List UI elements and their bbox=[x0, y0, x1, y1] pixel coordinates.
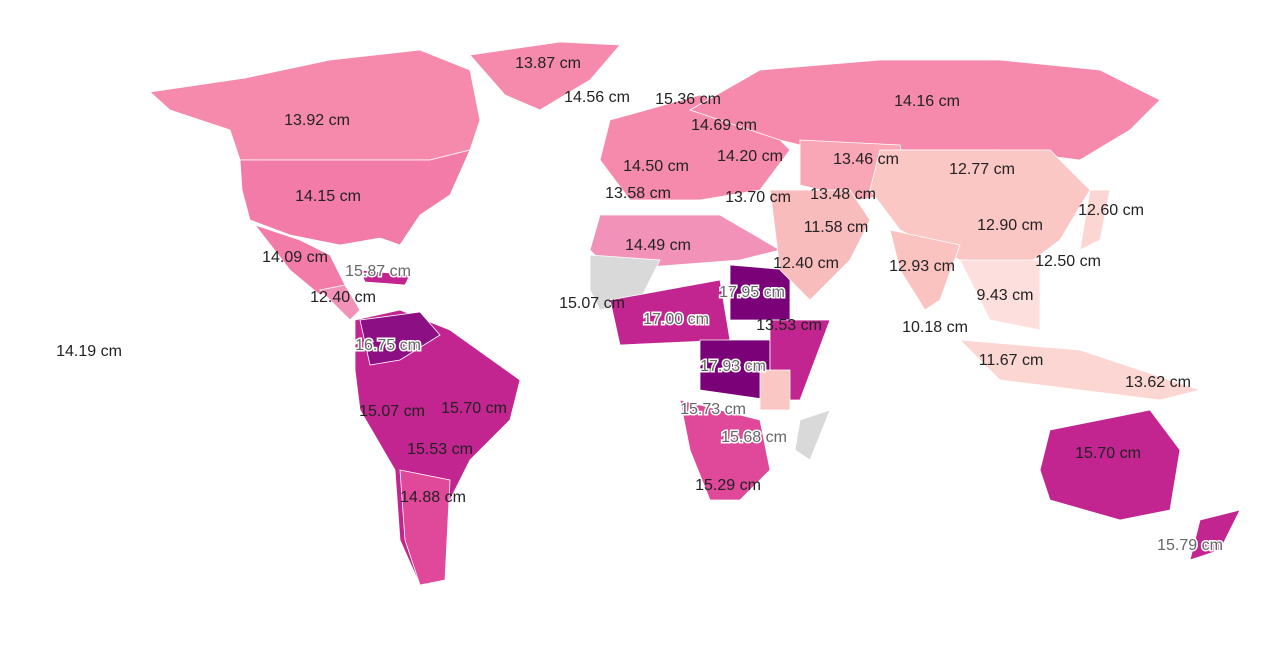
region-label: 12.60 cm bbox=[1078, 202, 1144, 219]
region-label: 14.19 cm bbox=[56, 343, 122, 360]
region-label: 11.58 cm bbox=[804, 219, 869, 236]
north-africa bbox=[589, 214, 782, 271]
region-label: 15.53 cm bbox=[407, 441, 473, 458]
region-label: 14.88 cm bbox=[400, 489, 466, 506]
region-label: 16.75 cm bbox=[355, 337, 421, 354]
southeast-asia bbox=[959, 259, 1041, 331]
region-label: 14.56 cm bbox=[564, 89, 630, 106]
canada-alaska bbox=[149, 49, 481, 161]
region-label: 15.73 cm bbox=[680, 401, 746, 418]
region-label: 12.40 cm bbox=[310, 289, 376, 306]
venezuela-colombia bbox=[359, 311, 441, 366]
region-label: 13.92 cm bbox=[284, 112, 350, 129]
regions bbox=[149, 41, 1241, 586]
region-label: 15.68 cm bbox=[721, 429, 787, 446]
southern-africa bbox=[679, 399, 771, 501]
region-label: 15.70 cm bbox=[1075, 445, 1141, 462]
region-label: 15.87 cm bbox=[345, 263, 411, 280]
region-label: 13.48 cm bbox=[810, 186, 876, 203]
region-label: 13.87 cm bbox=[515, 55, 581, 72]
central-america bbox=[319, 284, 361, 321]
region-label: 15.29 cm bbox=[695, 477, 761, 494]
india bbox=[889, 229, 961, 311]
region-label: 15.07 cm bbox=[559, 295, 625, 312]
region-label: 12.90 cm bbox=[977, 217, 1043, 234]
region-label: 14.09 cm bbox=[262, 249, 328, 266]
region-label: 14.20 cm bbox=[717, 148, 783, 165]
region-label: 12.93 cm bbox=[889, 258, 955, 275]
australia bbox=[1039, 409, 1181, 521]
region-label: 9.43 cm bbox=[977, 287, 1034, 304]
region-label: 10.18 cm bbox=[902, 319, 968, 336]
usa bbox=[239, 149, 471, 246]
region-label: 11.67 cm bbox=[979, 352, 1044, 369]
region-label: 14.16 cm bbox=[894, 93, 960, 110]
region-label: 13.58 cm bbox=[605, 185, 671, 202]
region-label: 14.50 cm bbox=[623, 158, 689, 175]
tanzania bbox=[759, 369, 791, 411]
region-label: 13.62 cm bbox=[1125, 374, 1191, 391]
region-label: 15.36 cm bbox=[655, 91, 721, 108]
region-label: 13.70 cm bbox=[725, 189, 791, 206]
greenland bbox=[469, 41, 621, 111]
region-label: 14.69 cm bbox=[691, 117, 757, 134]
labels: 13.87 cm 14.56 cm 15.36 cm 14.16 cm 13.9… bbox=[56, 55, 1224, 556]
region-label: 17.93 cm bbox=[700, 358, 766, 375]
region-label: 14.15 cm bbox=[295, 188, 361, 205]
indonesia bbox=[958, 339, 1202, 401]
region-label: 17.95 cm bbox=[719, 284, 785, 301]
region-label: 12.50 cm bbox=[1035, 253, 1101, 270]
region-label: 13.53 cm bbox=[756, 317, 822, 334]
middle-east bbox=[769, 189, 871, 301]
region-label: 14.49 cm bbox=[625, 237, 691, 254]
region-label: 15.79 cm bbox=[1157, 537, 1223, 554]
japan bbox=[1079, 189, 1111, 251]
new-zealand bbox=[1189, 509, 1241, 561]
region-label: 17.00 cm bbox=[643, 311, 709, 328]
region-label: 15.07 cm bbox=[359, 403, 425, 420]
region-label: 13.46 cm bbox=[833, 151, 899, 168]
caribbean bbox=[359, 269, 411, 286]
region-label: 12.77 cm bbox=[949, 161, 1015, 178]
region-label: 15.70 cm bbox=[441, 400, 507, 417]
southern-cone bbox=[399, 469, 451, 586]
region-label: 12.40 cm bbox=[773, 255, 839, 272]
madagascar bbox=[794, 409, 831, 461]
